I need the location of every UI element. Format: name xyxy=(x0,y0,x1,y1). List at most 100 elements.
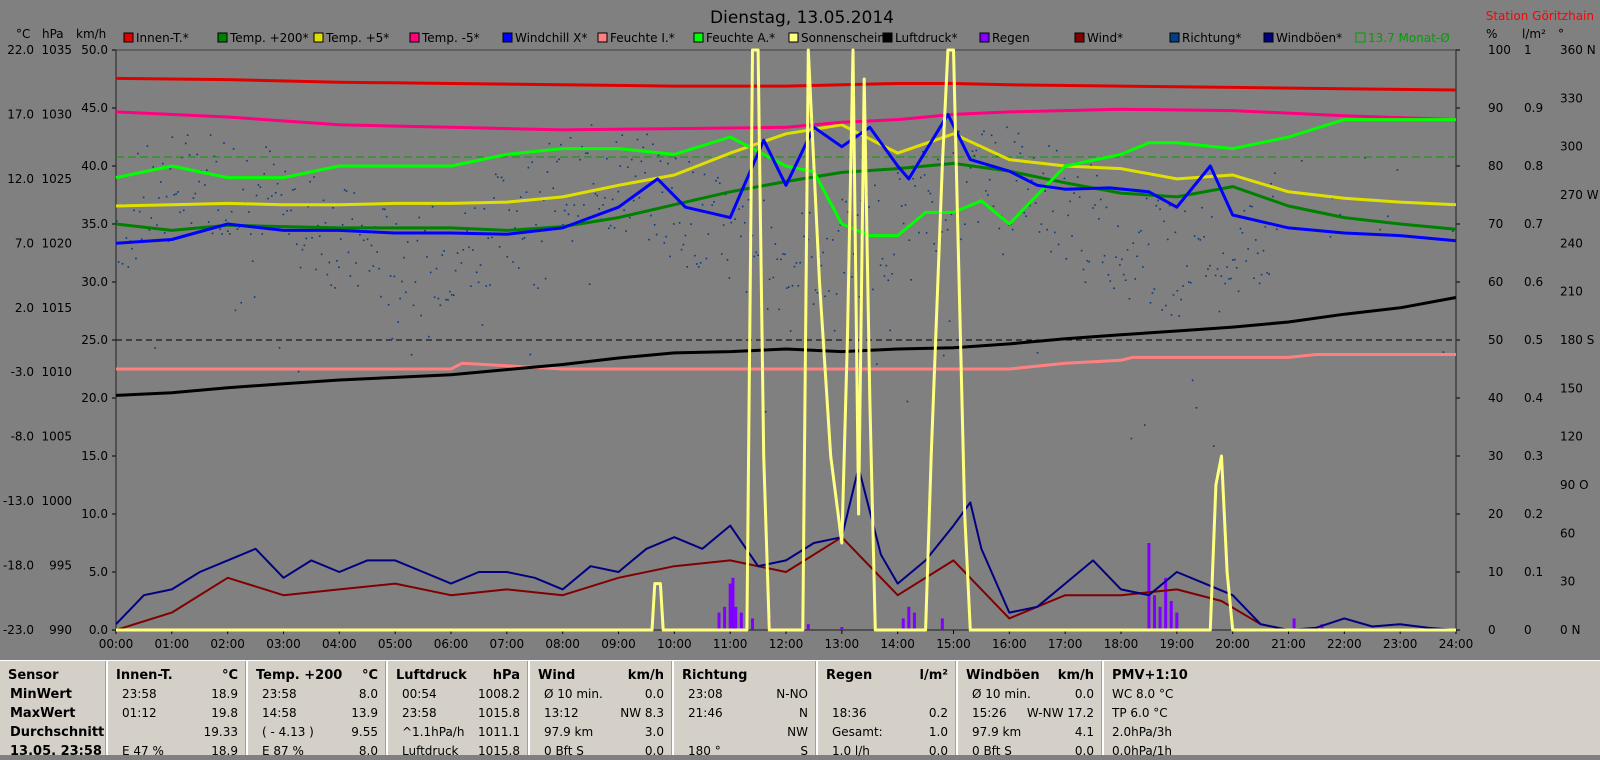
direction-point xyxy=(789,330,792,332)
direction-point xyxy=(1155,204,1158,207)
tick-label-celsius: -3.0 xyxy=(11,365,34,379)
legend-swatch xyxy=(693,32,704,43)
direction-point xyxy=(1189,281,1192,284)
direction-point xyxy=(116,220,118,222)
direction-point xyxy=(763,199,765,202)
direction-point xyxy=(495,173,497,176)
direction-point xyxy=(996,155,999,158)
tick-label-time: 18:00 xyxy=(1104,637,1139,651)
direction-point xyxy=(1191,379,1194,382)
direction-point xyxy=(833,329,836,332)
direction-point xyxy=(529,353,532,356)
direction-point xyxy=(539,191,541,193)
table-cell: Gesamt: 1.0 xyxy=(826,725,948,741)
direction-point xyxy=(1096,174,1098,177)
direction-point xyxy=(632,199,635,202)
table-cell: Ø 10 min. 0.0 xyxy=(966,687,1094,703)
cell-value: 18.9 xyxy=(211,744,238,758)
direction-point xyxy=(1205,275,1207,277)
direction-point xyxy=(694,254,696,257)
direction-point xyxy=(282,213,285,216)
direction-point xyxy=(204,184,206,186)
direction-point xyxy=(1044,190,1047,192)
direction-point xyxy=(975,149,978,152)
tick-label-celsius: -23.0 xyxy=(3,623,34,637)
direction-point xyxy=(753,255,756,258)
direction-point xyxy=(127,266,130,268)
direction-point xyxy=(485,285,488,287)
direction-point xyxy=(1054,231,1056,234)
direction-point xyxy=(741,205,744,208)
direction-point xyxy=(502,179,505,182)
direction-point xyxy=(305,237,308,240)
direction-point xyxy=(1138,231,1140,234)
direction-point xyxy=(644,171,646,174)
legend-label: Sonnenschein* xyxy=(801,31,891,45)
legend-swatch xyxy=(1355,32,1366,43)
legend-label: Temp. +5* xyxy=(325,31,389,45)
direction-point xyxy=(671,187,673,189)
direction-point xyxy=(1157,199,1159,202)
direction-point xyxy=(439,304,442,307)
direction-point xyxy=(184,142,187,145)
direction-point xyxy=(816,291,819,294)
direction-point xyxy=(508,209,511,211)
table-cell: Luftdruck 1015.8 xyxy=(396,744,520,760)
direction-point xyxy=(879,264,882,267)
tick-label-kmh: 20.0 xyxy=(81,391,108,405)
direction-point xyxy=(359,233,361,236)
direction-point xyxy=(295,243,298,245)
direction-point xyxy=(998,227,1001,230)
direction-point xyxy=(1015,179,1018,182)
direction-point xyxy=(881,257,884,260)
legend-swatch xyxy=(979,32,990,43)
tick-label-kmh: 35.0 xyxy=(81,217,108,231)
direction-point xyxy=(981,133,983,136)
direction-point xyxy=(1268,273,1270,275)
table-cell xyxy=(826,687,948,703)
legend-swatch xyxy=(597,32,608,43)
direction-point xyxy=(745,291,748,293)
direction-point xyxy=(969,167,972,169)
rain-bar xyxy=(728,583,732,630)
direction-point xyxy=(688,161,690,163)
direction-point xyxy=(117,261,120,263)
cell-value: 0.0 xyxy=(644,744,664,758)
tick-label-percent: 0 xyxy=(1488,623,1496,637)
legend-swatch xyxy=(123,32,134,43)
table-cell: 14:58 13.9 xyxy=(256,706,378,722)
direction-point xyxy=(883,275,886,277)
tick-label-time: 16:00 xyxy=(992,637,1027,651)
tick-label-degree: 120 xyxy=(1560,430,1583,444)
table-cell: ^1.1hPa/h 1011.1 xyxy=(396,725,520,741)
direction-point xyxy=(148,229,151,231)
legend-swatch xyxy=(409,32,420,43)
direction-point xyxy=(138,210,141,213)
direction-point xyxy=(186,134,189,137)
direction-point xyxy=(276,182,279,185)
direction-point xyxy=(487,237,489,239)
direction-point xyxy=(1076,176,1079,178)
tick-label-time: 19:00 xyxy=(1160,637,1195,651)
series-line-windb-en xyxy=(115,466,1457,631)
direction-point xyxy=(271,195,273,197)
row-label-avg: Durchschnitt xyxy=(10,725,105,740)
direction-point xyxy=(615,141,618,143)
direction-point xyxy=(326,273,329,276)
direction-point xyxy=(776,258,779,260)
row-label-min: MinWert xyxy=(10,687,72,702)
rain-bar xyxy=(734,606,738,630)
table-cell: E 47 % 18.9 xyxy=(116,744,238,760)
direction-point xyxy=(527,166,530,169)
direction-point xyxy=(606,157,608,160)
tick-label-lm2: 0.2 xyxy=(1524,507,1543,521)
col-unit: °C xyxy=(361,668,378,683)
direction-point xyxy=(1262,249,1265,252)
direction-point xyxy=(1140,230,1142,232)
direction-point xyxy=(831,239,834,241)
direction-point xyxy=(1052,210,1054,213)
direction-point xyxy=(1186,265,1188,267)
direction-point xyxy=(1027,188,1029,191)
direction-point xyxy=(261,233,264,235)
tick-label-degree: 90 O xyxy=(1560,478,1589,492)
